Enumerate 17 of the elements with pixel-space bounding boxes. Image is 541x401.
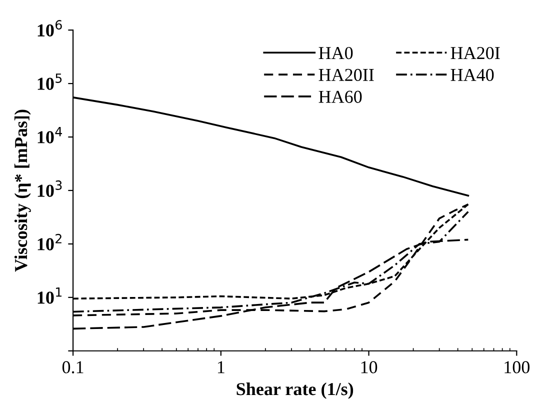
legend-label: HA20I [450, 46, 500, 60]
y-tick-label: 10$^{4}$ [38, 127, 62, 144]
y-tick-label: 10$^{3}$ [38, 180, 62, 197]
x-tick-label: 10 [361, 361, 378, 374]
x-tick-label: 100 [504, 361, 530, 374]
legend-label: HA0 [318, 46, 353, 60]
y-tick-label: 10$^{2}$ [38, 234, 62, 250]
x-tick-label: 1 [218, 361, 224, 374]
y-tick-label: 10$^{5}$ [38, 74, 62, 90]
legend-label: HA60 [318, 90, 362, 103]
legend-label: HA20II [318, 68, 374, 82]
x-tick-label: 0.1 [62, 361, 84, 374]
x-axis-title: Shear rate (1/s) [236, 382, 354, 399]
y-axis-title: Viscosity (η* [mPas]) [14, 110, 31, 272]
y-tick-label: 10$^{1}$ [38, 287, 62, 304]
y-tick-label: 10$^{6}$ [38, 20, 62, 36]
legend-label: HA40 [450, 68, 494, 82]
